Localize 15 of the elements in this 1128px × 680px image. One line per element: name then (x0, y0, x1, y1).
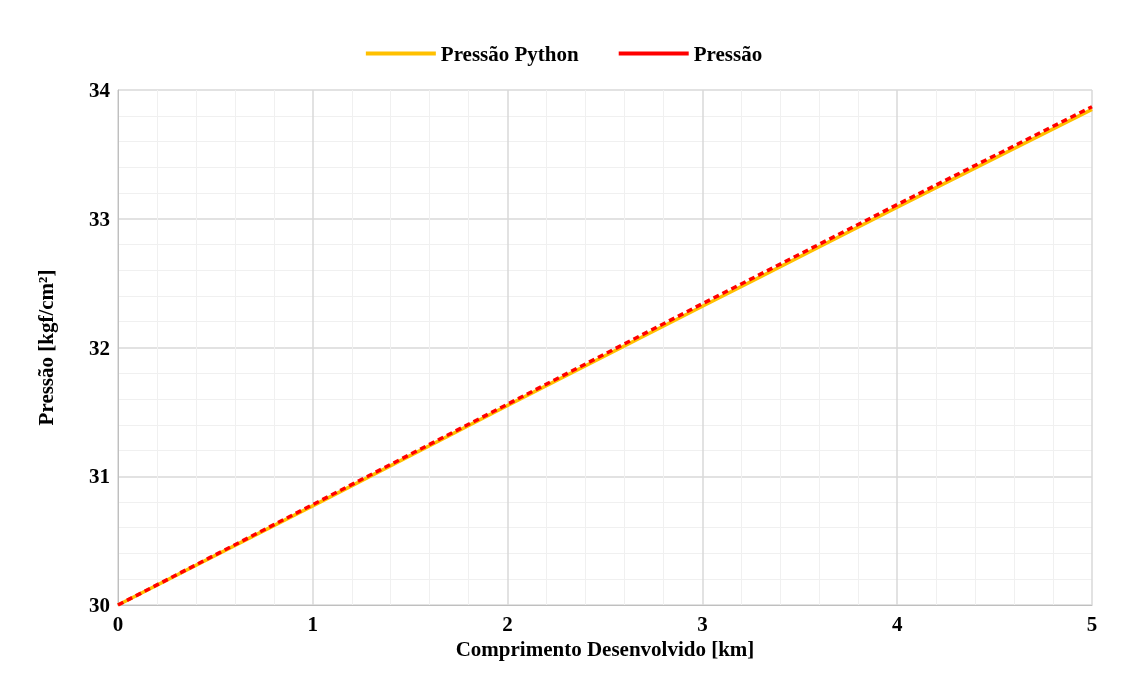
legend-label: Pressão Python (440, 41, 580, 66)
x-tick-label: 1 (307, 611, 319, 636)
y-tick-label: 34 (89, 78, 111, 102)
y-axis-title: Pressão [kgf/cm²] (33, 269, 58, 426)
x-axis-title: Comprimento Desenvolvido [km] (455, 637, 755, 662)
legend-label: Pressão (693, 41, 763, 66)
y-tick-label: 31 (89, 464, 110, 489)
y-tick-label: 32 (89, 335, 110, 360)
x-tick-label: 3 (697, 611, 708, 636)
x-tick-label: 2 (502, 611, 513, 636)
y-tick-label: 30 (89, 593, 110, 617)
x-tick-label: 4 (891, 611, 903, 636)
y-tick-label: 33 (89, 206, 110, 231)
x-tick-label: 0 (112, 611, 124, 636)
x-tick-label: 5 (1086, 611, 1098, 636)
